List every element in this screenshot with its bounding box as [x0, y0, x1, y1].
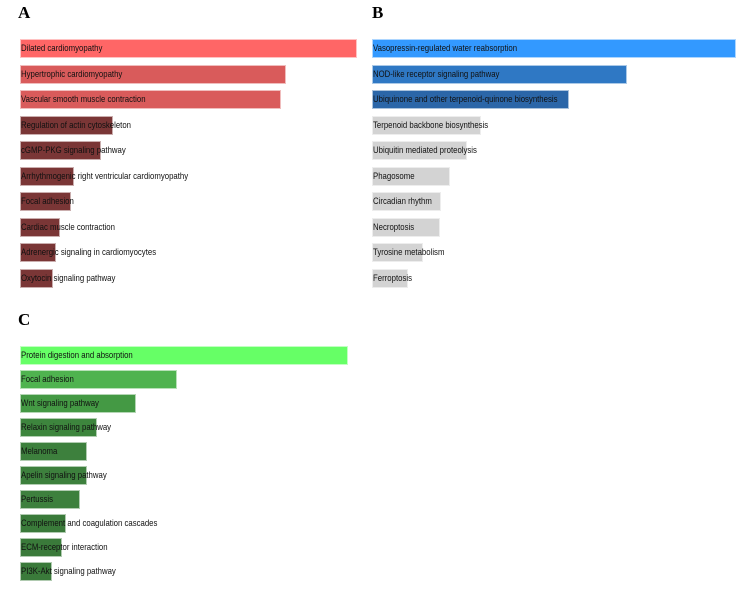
- bar-label-a-6: Arrhythmogenic right ventricular cardiom…: [21, 170, 189, 182]
- bar-a-8: [20, 217, 61, 237]
- bar-c-6: [20, 466, 87, 485]
- bar-b-1: [372, 39, 736, 58]
- bar-b-5: [372, 141, 467, 160]
- bar-a-10: [20, 268, 54, 288]
- bar-label-a-2: Hypertrophic cardiomyopathy: [21, 68, 123, 80]
- bar-label-a-10: Oxytocin signaling pathway: [21, 272, 116, 284]
- bar-label-b-3: Ubiquinone and other terpenoid-quinone b…: [373, 94, 558, 105]
- bar-c-5: [20, 442, 87, 461]
- bar-label-a-8: Cardiac muscle contraction: [21, 221, 115, 233]
- bar-a-3: [20, 90, 282, 109]
- bar-label-c-2: Focal adhesion: [21, 374, 74, 385]
- bar-a-9: [20, 243, 57, 262]
- bar-label-b-4: Terpenoid backbone biosynthesis: [373, 119, 489, 131]
- bar-label-c-7: Pertussis: [21, 494, 54, 505]
- bar-label-b-8: Necroptosis: [373, 221, 415, 233]
- bar-label-a-5: cGMP-PKG signaling pathway: [21, 145, 126, 156]
- bar-label-c-5: Melanoma: [21, 446, 58, 457]
- bar-label-b-6: Phagosome: [373, 170, 415, 182]
- bar-b-10: [372, 268, 409, 288]
- bar-b-3: [372, 90, 569, 109]
- bar-a-2: [20, 64, 287, 84]
- bar-label-c-10: PI3K-Akt signaling pathway: [21, 566, 116, 577]
- bar-label-b-2: NOD-like receptor signaling pathway: [373, 68, 500, 80]
- bar-b-8: [372, 217, 441, 237]
- bar-label-a-1: Dilated cardiomyopathy: [21, 43, 103, 54]
- bar-label-a-9: Adrenergic signaling in cardiomyocytes: [21, 247, 157, 258]
- bar-label-a-3: Vascular smooth muscle contraction: [21, 94, 146, 105]
- bar-label-b-9: Tyrosine metabolism: [373, 247, 445, 258]
- bar-b-7: [372, 192, 442, 211]
- bar-a-7: [20, 192, 71, 211]
- bar-a-5: [20, 141, 101, 160]
- bar-label-c-3: Wnt signaling pathway: [21, 398, 99, 409]
- bar-b-2: [372, 64, 627, 84]
- bar-label-c-6: Apelin signaling pathway: [21, 470, 107, 481]
- bar-label-c-1: Protein digestion and absorption: [21, 350, 133, 361]
- bar-label-c-8: Complement and coagulation cascades: [21, 518, 158, 529]
- bar-c-1: [20, 346, 348, 365]
- bar-label-b-1: Vasopressin-regulated water reabsorption: [373, 43, 518, 54]
- bar-label-a-7: Focal adhesion: [21, 196, 74, 207]
- bar-label-b-7: Circadian rhythm: [373, 196, 432, 207]
- panel-label-b: B: [372, 3, 384, 22]
- bar-c-7: [20, 490, 81, 509]
- bar-label-c-9: ECM-receptor interaction: [21, 542, 108, 553]
- panel-label-c: C: [18, 310, 31, 329]
- bar-c-3: [20, 394, 137, 413]
- bar-b-4: [372, 115, 482, 135]
- bar-b-9: [372, 243, 423, 262]
- bar-b-6: [372, 166, 451, 186]
- bar-c-2: [20, 370, 178, 389]
- bar-a-4: [20, 115, 113, 135]
- bar-a-6: [20, 166, 74, 186]
- bar-c-10: [20, 562, 53, 581]
- bar-label-b-5: Ubiquitin mediated proteolysis: [373, 145, 477, 156]
- panel-label-a: A: [18, 3, 31, 22]
- bar-label-b-10: Ferroptosis: [373, 272, 412, 284]
- bar-label-c-4: Relaxin signaling pathway: [21, 422, 112, 433]
- bar-label-a-4: Regulation of actin cytoskeleton: [21, 119, 131, 131]
- bar-c-9: [20, 538, 62, 557]
- bar-a-1: [20, 39, 357, 58]
- bar-c-4: [20, 418, 98, 437]
- bar-c-8: [20, 514, 66, 533]
